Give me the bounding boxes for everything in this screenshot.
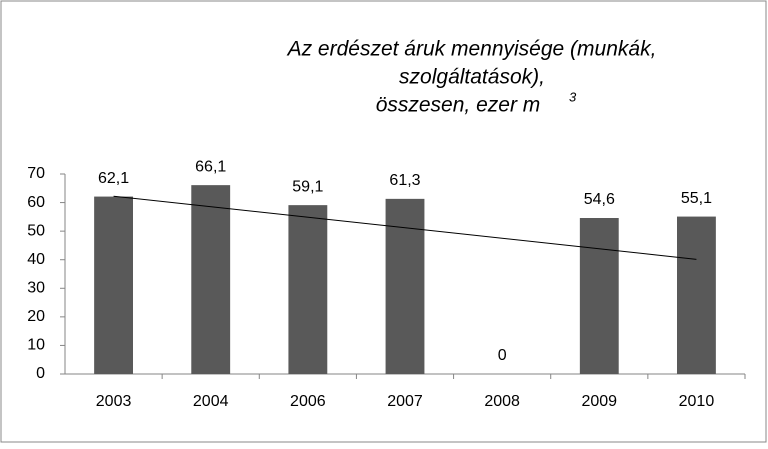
value-label: 62,1 — [98, 170, 129, 187]
bar — [677, 216, 716, 374]
y-tick-label: 70 — [27, 165, 45, 182]
x-tick-label: 2003 — [96, 393, 132, 410]
x-tick-label: 2007 — [387, 393, 423, 410]
value-label: 0 — [498, 347, 507, 364]
y-tick-label: 20 — [27, 308, 45, 325]
bar — [191, 185, 231, 374]
chart-title: Az erdészet áruk mennyisége (munkák, — [286, 38, 657, 61]
bar — [579, 218, 619, 374]
bar — [94, 196, 133, 374]
bar — [288, 205, 328, 374]
x-tick-label: 2004 — [193, 393, 229, 410]
value-label: 61,3 — [389, 172, 420, 189]
y-tick-label: 50 — [27, 222, 45, 239]
value-label: 59,1 — [292, 178, 323, 195]
y-tick-label: 40 — [27, 251, 45, 268]
value-label: 55,1 — [681, 190, 712, 207]
y-tick-label: 60 — [27, 194, 45, 211]
x-tick-label: 2006 — [290, 393, 326, 410]
x-tick-label: 2009 — [581, 393, 617, 410]
bar — [385, 198, 425, 374]
x-tick-label: 2008 — [484, 393, 520, 410]
chart-title: szolgáltatások), — [399, 66, 545, 89]
chart-title-superscript: 3 — [569, 89, 577, 104]
y-tick-label: 30 — [27, 280, 45, 297]
value-label: 54,6 — [584, 191, 615, 208]
y-tick-label: 10 — [27, 337, 45, 354]
trendline — [113, 195, 697, 260]
y-tick-label: 0 — [36, 365, 45, 382]
x-tick-label: 2010 — [679, 393, 715, 410]
chart-title: összesen, ezer m — [376, 94, 541, 117]
value-label: 66,1 — [195, 158, 226, 175]
